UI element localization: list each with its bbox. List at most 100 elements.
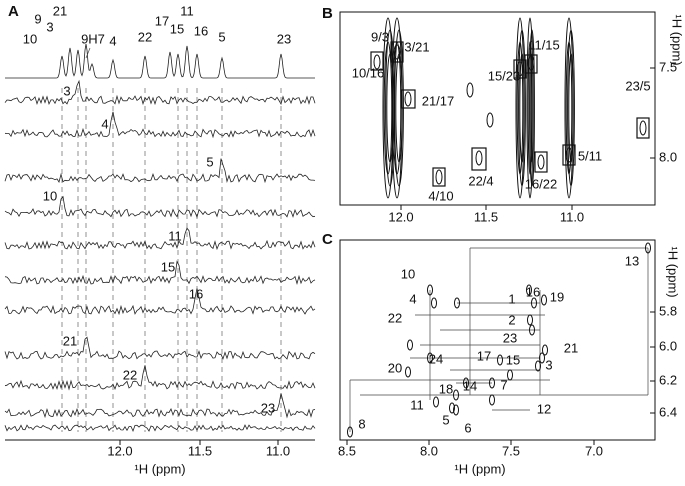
peak-label: 3/21 — [404, 39, 429, 54]
contour — [516, 41, 524, 175]
peak-label: 21 — [53, 3, 67, 18]
x-tick-label: 8.5 — [338, 443, 356, 458]
peak-label: 13 — [625, 253, 639, 268]
contour — [518, 29, 526, 187]
cross-peak — [535, 360, 541, 372]
trace-1d — [4, 79, 316, 106]
peak-box — [513, 59, 527, 79]
trace-1d — [4, 393, 316, 419]
peak-label: 9H7 — [81, 31, 105, 46]
contour — [639, 120, 647, 136]
cross-peak — [497, 354, 503, 366]
cross-peak — [433, 396, 439, 408]
leader — [85, 47, 91, 59]
peak-label: 9 — [34, 11, 41, 26]
peak-label: 21 — [564, 340, 578, 355]
peak-label: 4/10 — [428, 188, 453, 203]
peak-label: 14 — [463, 378, 477, 393]
y-axis-label: ¹H (ppm) — [670, 14, 685, 65]
cross-peak — [453, 389, 459, 401]
y-tick-label: 5.8 — [659, 303, 677, 318]
peak-label: 11 — [180, 3, 194, 18]
trace-1d — [4, 365, 316, 391]
trace-label: 21 — [63, 333, 77, 348]
contour — [565, 147, 573, 163]
peak-box — [471, 147, 487, 171]
panel-label: C — [322, 231, 333, 248]
y-axis-label: ¹H (ppm) — [666, 246, 681, 297]
trace-label: 11 — [168, 228, 182, 243]
cross-peak — [454, 297, 460, 309]
x-tick-label: 8.0 — [420, 443, 438, 458]
x-tick-label: 7.5 — [502, 443, 520, 458]
peak-label: 24 — [429, 351, 443, 366]
peak-label: 6 — [464, 420, 471, 435]
cross-peak — [531, 297, 537, 309]
contour — [527, 41, 533, 175]
cross-peak — [427, 284, 433, 296]
peak-label: 22 — [138, 29, 152, 44]
peak-box — [370, 51, 384, 71]
x-tick-label: 12.0 — [107, 443, 132, 458]
cross-peak — [463, 377, 469, 389]
y-tick-label: 6.0 — [659, 338, 677, 353]
panel-label: A — [8, 3, 19, 20]
contour — [373, 54, 381, 70]
cross-peak — [489, 394, 495, 406]
peak-label: 8 — [358, 416, 365, 431]
peak-label: 15 — [170, 21, 184, 36]
peak-box — [390, 41, 404, 63]
peak-label: 4 — [409, 291, 416, 306]
cross-peak — [541, 294, 547, 306]
peak-label: 22 — [388, 310, 402, 325]
cross-peak — [405, 366, 411, 378]
contour — [435, 169, 443, 185]
cross-peak — [539, 352, 545, 364]
peak-label: 19 — [550, 289, 564, 304]
trace-label: 3 — [63, 83, 70, 98]
peak-label: 1 — [508, 291, 515, 306]
contour — [530, 53, 534, 163]
x-axis-label: ¹H (ppm) — [134, 461, 185, 476]
contour — [568, 53, 574, 163]
trace-1d — [4, 227, 316, 251]
cross-peak — [527, 314, 533, 326]
peak-label: 20 — [388, 360, 402, 375]
peak-label: 10 — [23, 31, 37, 46]
cross-peak — [645, 242, 651, 254]
peak-label: 15/23 — [488, 68, 521, 83]
peak-label: 4 — [109, 33, 116, 48]
peak-label: 7 — [500, 377, 507, 392]
peak-label: 12 — [537, 401, 551, 416]
peak-label: 5 — [218, 29, 225, 44]
peak-box — [636, 117, 650, 139]
peak-label: 23 — [503, 330, 517, 345]
peak-box — [432, 167, 446, 187]
x-tick-label: 11.0 — [266, 443, 290, 458]
cross-peak — [407, 339, 413, 351]
cross-peak — [489, 377, 495, 389]
peak-label: 5 — [442, 412, 449, 427]
peak-label: 10/16 — [352, 65, 385, 80]
y-tick-label: 7.5 — [659, 59, 677, 74]
plot-frame — [339, 11, 656, 206]
trace-label: 15 — [161, 259, 175, 274]
trace-1d — [4, 111, 316, 139]
contour — [404, 91, 412, 107]
peak-label: 3 — [545, 357, 552, 372]
trace-label: 4 — [101, 116, 108, 131]
spectrum-1d — [5, 43, 315, 79]
peak-label: 23/5 — [625, 78, 650, 93]
plot-frame — [339, 239, 656, 441]
y-tick-label: 6.4 — [659, 404, 677, 419]
cross-peak — [529, 324, 535, 336]
contour — [466, 82, 474, 98]
x-tick-label: 12.0 — [388, 209, 413, 224]
trace-1d — [4, 288, 316, 316]
peak-label: 10 — [401, 266, 415, 281]
trace-label: 23 — [261, 400, 275, 415]
contour — [567, 29, 575, 187]
contour — [527, 55, 535, 71]
contour — [519, 53, 525, 163]
